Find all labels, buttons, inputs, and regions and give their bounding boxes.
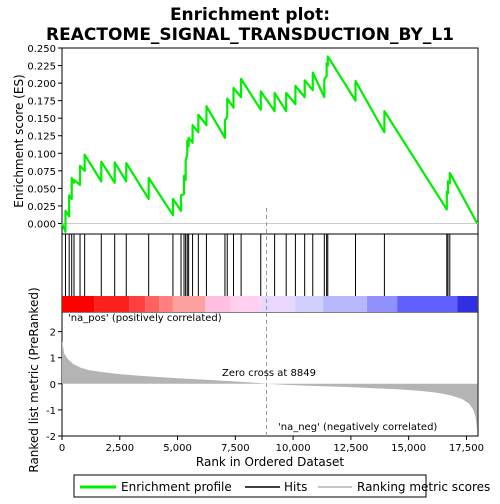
hits-layer — [64, 234, 451, 296]
metric-y-axis-label: Ranked list metric (PreRanked) — [27, 287, 41, 472]
es-y-tick-label: 0.100 — [27, 149, 56, 160]
es-y-tick-label: 0.250 — [27, 44, 56, 55]
metric-y-tick-label: -2 — [46, 432, 56, 443]
metric-y-tick-label: -1 — [46, 406, 56, 417]
rank-band-segment — [260, 296, 296, 312]
ranking-metric-area — [62, 208, 478, 436]
metric-panel-frame — [61, 311, 479, 437]
rank-band-segment — [205, 296, 231, 312]
rank-band-segment — [129, 296, 146, 312]
x-axis-label: Rank in Ordered Dataset — [196, 455, 344, 469]
rank-band-segment — [172, 296, 206, 312]
plot-title-line1: Enrichment plot: — [170, 5, 330, 25]
x-tick-label: 10,000 — [276, 443, 311, 454]
metric-y-tick-label: 2 — [50, 328, 56, 339]
x-tick-label: 7,500 — [221, 443, 250, 454]
enrichment-profile-line — [60, 55, 479, 233]
rank-band-segment — [367, 296, 398, 312]
x-tick-label: 5,000 — [163, 443, 192, 454]
es-y-tick-label: 0.075 — [27, 167, 56, 178]
rank-band-segment — [62, 296, 95, 312]
es-y-tick-label: 0.200 — [27, 79, 56, 90]
neg-correlated-label: 'na_neg' (negatively correlated) — [278, 422, 437, 433]
es-y-axis-label: Enrichment score (ES) — [12, 74, 26, 207]
legend-box — [73, 474, 427, 498]
x-tick-label: 12,500 — [333, 443, 368, 454]
zero-cross-label: Zero cross at 8849 — [222, 368, 316, 379]
es-y-tick-label: 0.000 — [27, 219, 56, 230]
legend-metric-label: Ranking metric scores — [357, 480, 490, 494]
es-panel-frame — [61, 47, 479, 235]
rank-band-segment — [457, 296, 478, 312]
es-y-tick-label: 0.225 — [27, 62, 56, 73]
legend-enrichment-label: Enrichment profile — [121, 480, 232, 494]
metric-y-tick-label: 1 — [50, 354, 56, 365]
rank-band-segment — [94, 296, 130, 312]
rank-band-segment — [230, 296, 261, 312]
es-y-tick-label: 0.125 — [27, 132, 56, 143]
x-tick-label: 2,500 — [105, 443, 134, 454]
x-tick-label: 17,500 — [449, 443, 484, 454]
x-tick-label: 15,000 — [391, 443, 426, 454]
ranking-metric-series — [62, 340, 478, 433]
rank-band-segment — [145, 296, 160, 312]
rank-band-segment — [159, 296, 173, 312]
rank-band-segment — [295, 296, 324, 312]
es-y-tick-label: 0.050 — [27, 184, 56, 195]
es-y-tick-label: 0.175 — [27, 97, 56, 108]
x-axis: 0 2,500 5,000 7,500 10,000 12,500 15,000 17,500 — [59, 436, 484, 454]
enrichment-profile-series — [60, 55, 479, 233]
legend: Enrichment profile Hits Ranking metric s… — [73, 474, 490, 498]
legend-hits-label: Hits — [284, 480, 307, 494]
metric-y-axis: -2 -1 0 1 2 — [46, 328, 62, 443]
es-y-tick-label: 0.025 — [27, 202, 56, 213]
rank-band-segment — [323, 296, 368, 312]
plot-title-line2: REACTOME_SIGNAL_TRANSDUCTION_BY_L1 — [46, 25, 454, 45]
metric-y-tick-label: 0 — [50, 380, 56, 391]
es-y-axis: 0.000 0.025 0.050 0.075 0.100 0.125 0.150 0.175… — [27, 44, 62, 230]
rank-band-segment — [397, 296, 458, 312]
x-tick-label: 0 — [59, 443, 65, 454]
es-y-tick-label: 0.150 — [27, 114, 56, 125]
rank-color-band — [62, 296, 478, 312]
pos-correlated-label: 'na_pos' (positively correlated) — [68, 313, 222, 324]
